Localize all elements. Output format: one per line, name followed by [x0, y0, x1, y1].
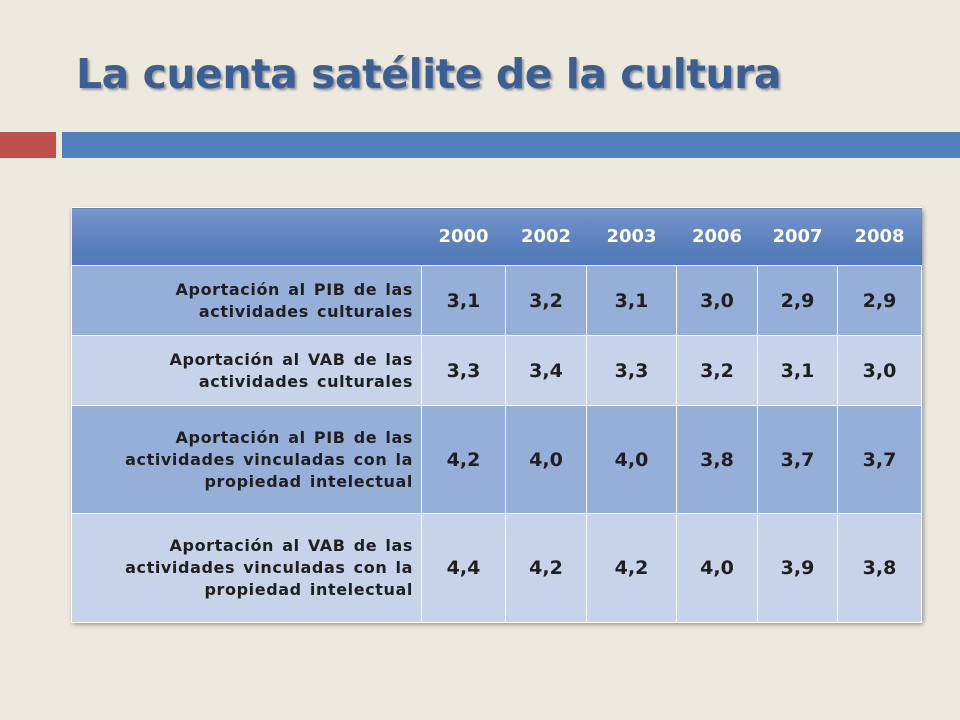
value-cell: 4,2: [505, 513, 587, 623]
value-cell: 3,8: [676, 405, 758, 514]
value-cell: 3,8: [837, 513, 922, 623]
value-cell: 3,2: [505, 265, 587, 336]
year-header: 2002: [505, 207, 587, 266]
value-cell: 2,9: [837, 265, 922, 336]
year-header: 2003: [586, 207, 677, 266]
value-cell: 4,2: [586, 513, 677, 623]
table-row: Aportación al VAB de las actividades vin…: [71, 513, 922, 623]
year-header: 2008: [837, 207, 922, 266]
value-cell: 3,4: [505, 335, 587, 406]
value-cell: 3,7: [837, 405, 922, 514]
year-header: 2006: [676, 207, 758, 266]
year-header: 2000: [421, 207, 506, 266]
value-cell: 3,7: [757, 405, 838, 514]
value-cell: 3,9: [757, 513, 838, 623]
value-cell: 4,0: [676, 513, 758, 623]
value-cell: 4,0: [505, 405, 587, 514]
table-corner-cell: [71, 207, 422, 266]
value-cell: 3,0: [676, 265, 758, 336]
year-header: 2007: [757, 207, 838, 266]
row-label: Aportación al PIB de las actividades cul…: [71, 265, 422, 336]
value-cell: 3,0: [837, 335, 922, 406]
culture-satellite-table: 2000 2002 2003 2006 2007 2008 Aportación…: [71, 207, 922, 623]
value-cell: 3,1: [421, 265, 506, 336]
value-cell: 4,4: [421, 513, 506, 623]
title-accent-bar-blue: [62, 132, 960, 158]
table-header-row: 2000 2002 2003 2006 2007 2008: [71, 207, 922, 266]
value-cell: 4,2: [421, 405, 506, 514]
row-label: Aportación al PIB de las actividades vin…: [71, 405, 422, 514]
slide-title: La cuenta satélite de la cultura: [76, 50, 782, 98]
table-row: Aportación al VAB de las actividades cul…: [71, 335, 922, 406]
row-label: Aportación al VAB de las actividades cul…: [71, 335, 422, 406]
value-cell: 3,2: [676, 335, 758, 406]
row-label: Aportación al VAB de las actividades vin…: [71, 513, 422, 623]
value-cell: 2,9: [757, 265, 838, 336]
table-container: 2000 2002 2003 2006 2007 2008 Aportación…: [71, 207, 922, 623]
value-cell: 3,3: [421, 335, 506, 406]
table-row: Aportación al PIB de las actividades cul…: [71, 265, 922, 336]
value-cell: 3,1: [586, 265, 677, 336]
value-cell: 3,3: [586, 335, 677, 406]
title-accent-bar-red: [0, 132, 56, 158]
value-cell: 3,1: [757, 335, 838, 406]
table-row: Aportación al PIB de las actividades vin…: [71, 405, 922, 514]
value-cell: 4,0: [586, 405, 677, 514]
